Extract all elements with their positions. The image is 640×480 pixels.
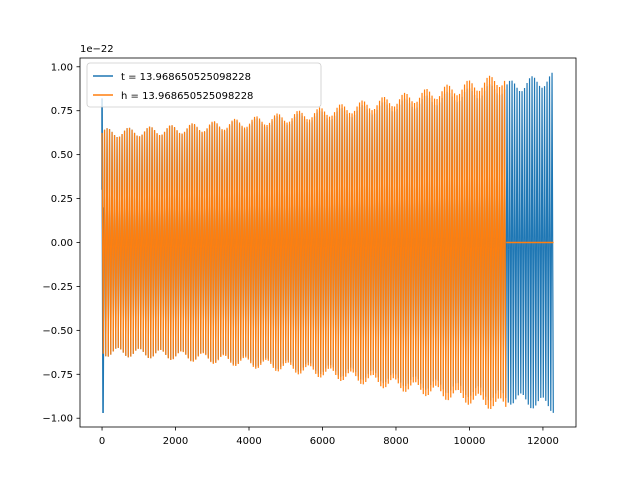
y-tick-label: 0.00 — [51, 238, 73, 249]
y-offset-text: 1e−22 — [80, 44, 114, 55]
y-tick-label: 0.75 — [51, 106, 73, 117]
x-tick-label: 8000 — [383, 436, 408, 447]
x-tick-label: 0 — [99, 436, 105, 447]
x-tick-label: 2000 — [163, 436, 188, 447]
axes: 0 2000 4000 6000 8000 10000 12000 −1.00 −0.75 −0.… — [42, 44, 577, 447]
legend: t = 13.968650525098228 h = 13.96865052509… — [86, 62, 322, 108]
y-tick-label: 0.25 — [51, 194, 73, 205]
x-tick-label: 10000 — [454, 436, 486, 447]
y-tick-label: −0.25 — [42, 282, 73, 293]
series-h — [101, 75, 554, 410]
x-tick-label: 4000 — [236, 436, 261, 447]
legend-box — [86, 62, 322, 108]
y-tick-label: −0.50 — [42, 326, 73, 337]
y-tick-label: −1.00 — [42, 414, 73, 425]
series-h-line — [101, 75, 507, 410]
x-tick-label: 12000 — [527, 436, 559, 447]
legend-label-0: t = 13.968650525098228 — [121, 72, 251, 83]
legend-label-1: h = 13.968650525098228 — [121, 91, 253, 102]
y-tick-label: 0.50 — [51, 150, 73, 161]
series-group — [101, 72, 554, 413]
y-tick-label: 1.00 — [51, 62, 73, 73]
plot-area — [101, 72, 554, 413]
y-tick-label: −0.75 — [42, 370, 73, 381]
x-tick-label: 6000 — [310, 436, 335, 447]
